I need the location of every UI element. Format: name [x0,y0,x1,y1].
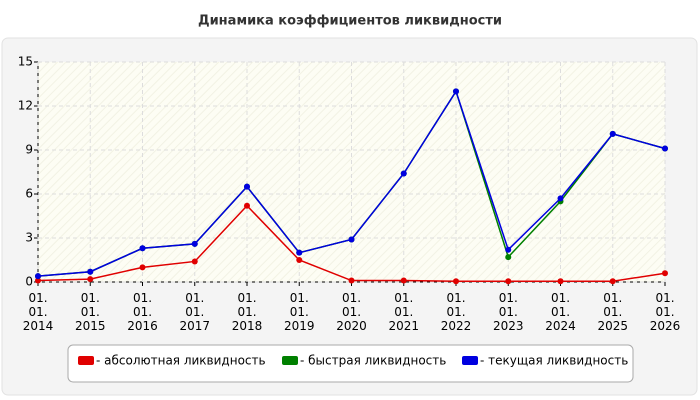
legend-label: - текущая ликвидность [480,354,628,368]
point [348,277,355,284]
point [609,130,616,137]
legend-label: - абсолютная ликвидность [96,354,266,368]
x-tick-label: 01. 01. 2019 [284,291,315,333]
legend-swatch [462,356,478,365]
point [400,277,407,284]
point [35,277,41,284]
legend [67,344,634,383]
point [662,145,668,152]
x-tick-label: 01. 01. 2022 [441,291,472,333]
point [139,245,146,252]
x-tick-label: 01. 01. 2024 [545,291,576,333]
point [453,88,459,95]
point [505,246,512,253]
point [609,278,616,285]
point [244,183,250,190]
point [453,278,459,285]
x-tick-label: 01. 01. 2023 [493,291,524,333]
x-tick-label: 01. 01. 2025 [597,291,628,333]
y-tick-label: 15 [18,55,33,69]
legend-label: - быстрая ликвидность [300,354,446,368]
plot-area [38,62,665,282]
x-tick-label: 01. 01. 2015 [75,291,106,333]
point [191,258,198,265]
point [505,278,512,285]
y-tick-label: 12 [18,99,33,113]
point [35,273,41,280]
y-tick-label: 9 [25,143,33,157]
point [191,240,198,247]
y-tick-label: 3 [25,231,33,245]
legend-swatch [282,356,298,365]
point [296,249,303,256]
legend-swatch [78,356,94,365]
point [662,270,668,277]
x-tick-label: 01. 01. 2026 [650,291,681,333]
x-tick-label: 01. 01. 2016 [127,291,158,333]
y-tick-label: 6 [25,187,33,201]
point [87,276,94,283]
x-tick-label: 01. 01. 2014 [23,291,54,333]
x-tick-label: 01. 01. 2017 [179,291,210,333]
y-tick-label: 0 [25,275,33,289]
x-tick-label: 01. 01. 2020 [336,291,367,333]
point [557,278,564,285]
chart-title: Динамика коэффициентов ликвидности [198,14,502,29]
point [87,268,94,275]
point [400,170,407,177]
point [557,195,564,202]
point [505,254,512,261]
x-tick-label: 01. 01. 2018 [232,291,263,333]
point [244,202,250,209]
point [139,264,146,271]
point [296,257,303,263]
point [348,236,355,243]
x-tick-label: 01. 01. 2021 [388,291,419,333]
